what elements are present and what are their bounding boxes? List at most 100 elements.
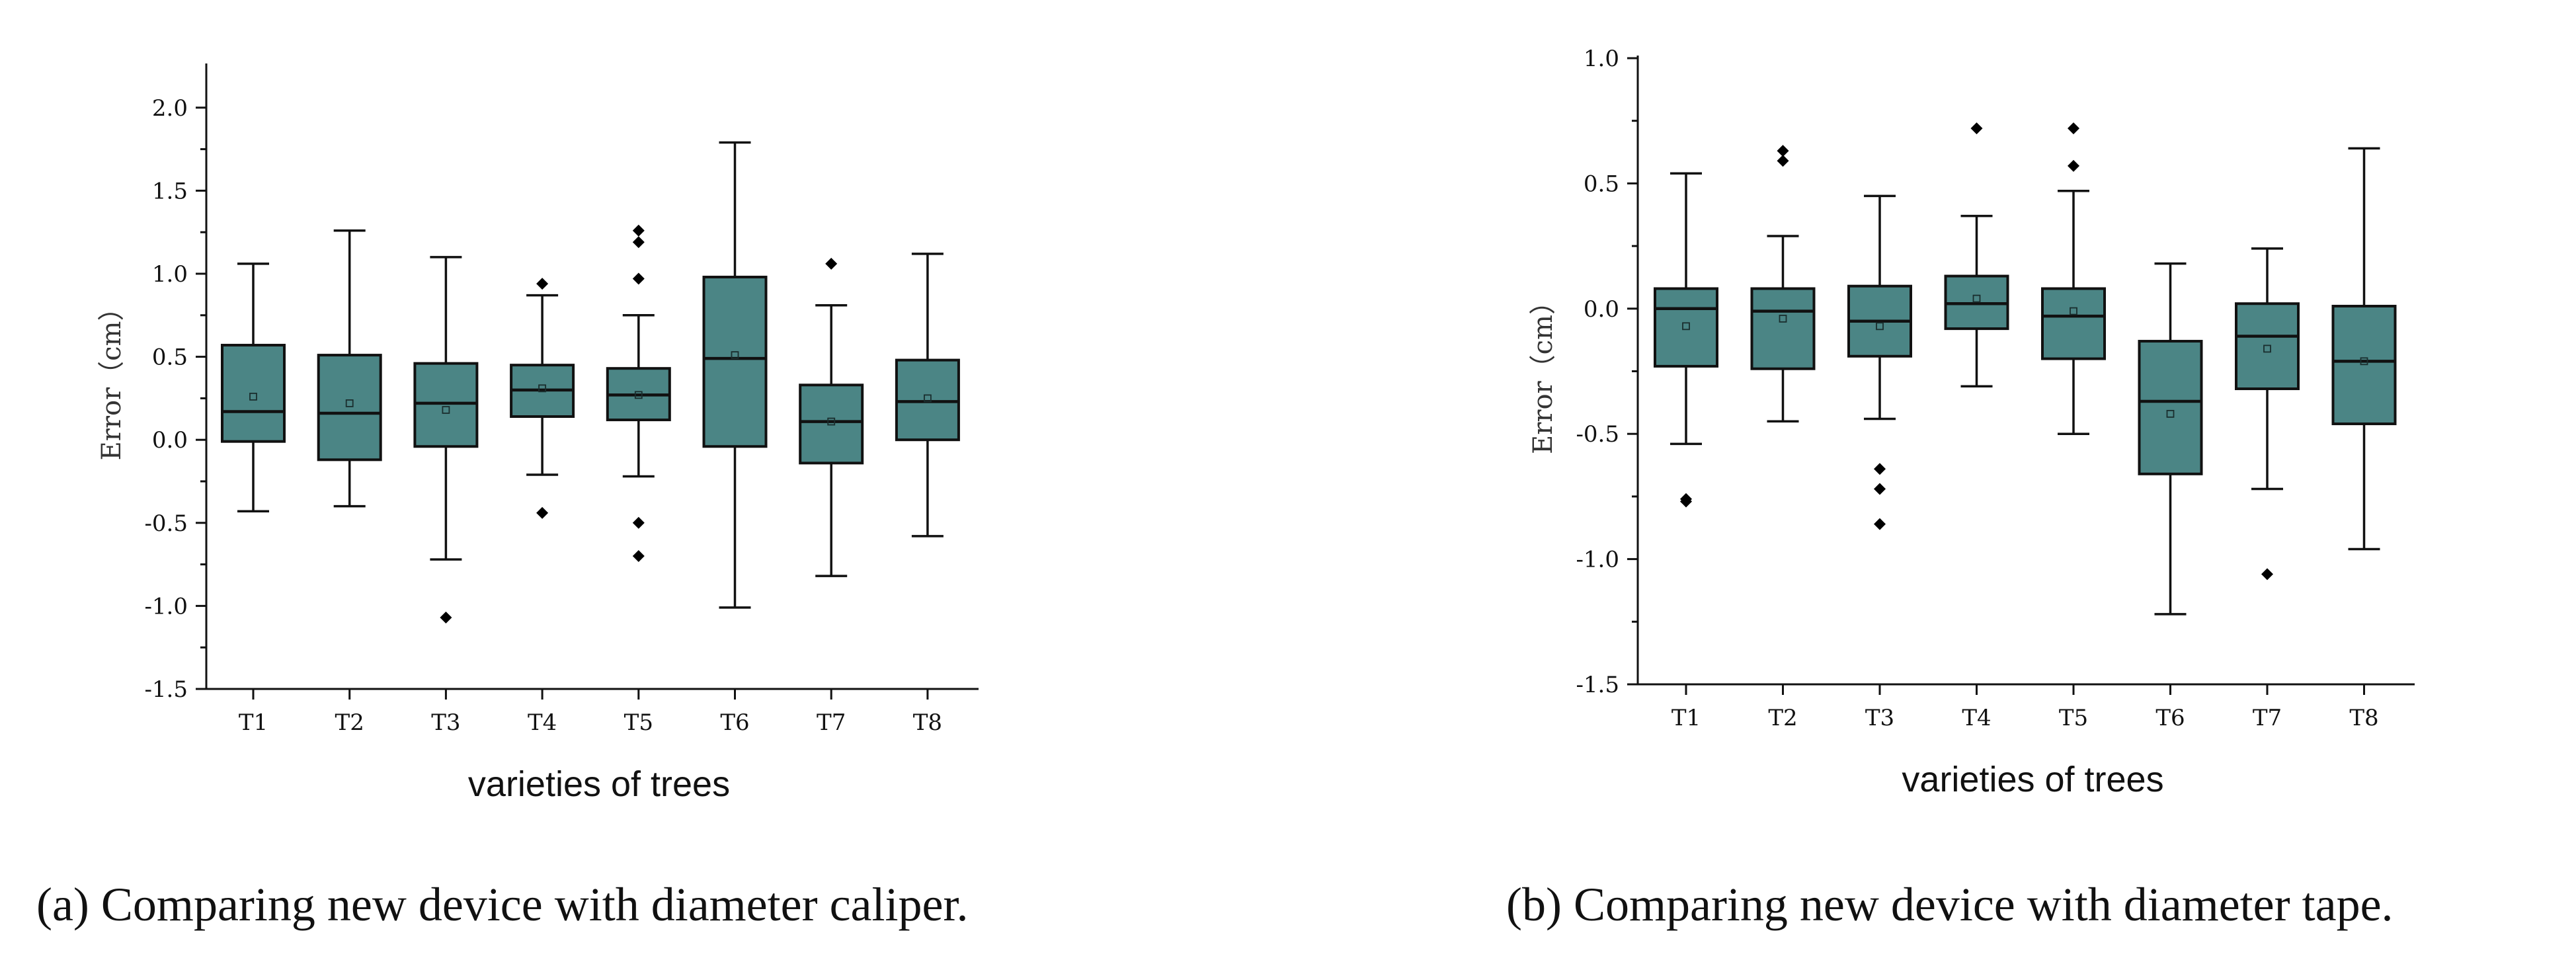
box-T5: T5 <box>606 224 671 736</box>
mean-marker <box>1972 294 1981 303</box>
box-T3: T3 <box>1847 194 1912 731</box>
box-T4: T4 <box>510 278 575 736</box>
y-tick-label: -1.0 <box>1576 547 1619 573</box>
x-tick-label: T1 <box>1671 705 1701 731</box>
mean-marker <box>249 392 257 401</box>
x-tick-label: T5 <box>2059 705 2088 731</box>
outlier-point <box>1874 483 1886 495</box>
box-T7: T7 <box>799 257 864 736</box>
x-tick-label: T6 <box>2155 705 2185 731</box>
caption-a: (a) Comparing new device with diameter c… <box>36 878 968 931</box>
outlier-point <box>2068 122 2079 135</box>
y-tick-label: -0.5 <box>1576 421 1619 448</box>
outlier-point <box>536 506 549 519</box>
mean-marker <box>345 399 354 407</box>
iqr-box <box>1654 287 1718 368</box>
mean-marker <box>924 394 932 403</box>
outlier-point <box>2068 159 2079 172</box>
y-tick-label: 0.0 <box>1584 296 1619 323</box>
y-tick-label: 0.5 <box>1584 171 1619 197</box>
iqr-box <box>799 383 864 465</box>
iqr-box <box>317 354 382 462</box>
y-axis-label: Error（cm） <box>97 295 127 461</box>
box-T6: T6 <box>2138 262 2203 731</box>
iqr-box <box>2041 287 2106 360</box>
box-T5: T5 <box>2041 122 2106 731</box>
mean-marker <box>538 384 546 393</box>
iqr-box <box>895 358 960 442</box>
x-tick-label: T7 <box>817 709 846 736</box>
outlier-point <box>632 550 645 563</box>
y-tick-label: 1.0 <box>152 261 188 288</box>
outlier-point <box>632 224 645 237</box>
mean-marker <box>1682 322 1690 331</box>
iqr-box <box>2138 340 2203 475</box>
x-tick-label: T5 <box>624 709 653 736</box>
outlier-point <box>1970 122 1983 135</box>
y-tick-label: 2.0 <box>152 95 188 122</box>
box-T1: T1 <box>221 262 286 736</box>
iqr-box <box>1750 287 1816 370</box>
mean-marker <box>1876 322 1884 331</box>
box-T2: T2 <box>1750 145 1816 731</box>
x-tick-label: T3 <box>1865 705 1894 731</box>
mean-marker <box>2166 409 2175 418</box>
x-tick-label: T3 <box>431 709 460 736</box>
y-tick-label: 0.5 <box>152 344 188 371</box>
x-tick-label: T4 <box>1962 705 1991 731</box>
outlier-point <box>1874 518 1886 530</box>
x-axis-label: varieties of trees <box>468 764 730 804</box>
chart-panel-b: -1.5 -1.0 -0.5 0.0 0.5 1.0 Error（cm） varieties … <box>1528 46 2415 799</box>
box-T6: T6 <box>702 141 768 736</box>
y-tick-label: 0.0 <box>152 427 188 454</box>
outlier-point <box>632 516 645 529</box>
box-T3: T3 <box>413 256 479 736</box>
x-tick-label: T8 <box>913 709 942 736</box>
mean-marker <box>2360 357 2368 366</box>
outlier-point <box>1874 463 1886 475</box>
outlier-point <box>632 236 645 249</box>
mean-marker <box>2070 307 2077 315</box>
y-tick-label: -1.5 <box>144 676 188 703</box>
caption-b: (b) Comparing new device with diameter t… <box>1506 878 2394 931</box>
iqr-box <box>702 276 768 448</box>
box-T1: T1 <box>1654 172 1718 731</box>
mean-marker <box>2263 344 2271 353</box>
mean-marker <box>634 391 643 399</box>
outlier-point <box>440 611 452 623</box>
chart-panel-a: -1.5 -1.0 -0.5 0.0 0.5 1.0 1.5 2.0 Error（cm） vari… <box>97 63 979 804</box>
box-T8: T8 <box>2331 147 2397 731</box>
x-tick-label: T7 <box>2253 705 2282 731</box>
box-T7: T7 <box>2235 247 2300 731</box>
outlier-point <box>1680 495 1692 508</box>
box-T8: T8 <box>895 253 960 736</box>
mean-marker <box>731 351 739 359</box>
y-tick-label: 1.5 <box>152 178 188 204</box>
x-tick-label: T1 <box>239 709 268 736</box>
iqr-box <box>413 362 479 448</box>
y-tick-label: 1.0 <box>1584 46 1619 72</box>
x-tick-label: T2 <box>1768 705 1797 731</box>
x-tick-label: T6 <box>720 709 749 736</box>
box-T4: T4 <box>1944 122 2009 731</box>
x-tick-label: T2 <box>335 709 364 736</box>
x-tick-label: T8 <box>2349 705 2378 731</box>
box-T2: T2 <box>317 229 382 736</box>
outlier-point <box>632 272 645 285</box>
outlier-point <box>825 257 838 270</box>
y-axis-label: Error（cm） <box>1528 288 1558 454</box>
outlier-point <box>1777 145 1789 157</box>
y-tick-label: -1.0 <box>144 593 188 620</box>
mean-marker <box>827 417 836 426</box>
x-axis-label: varieties of trees <box>1902 760 2163 799</box>
outlier-point <box>2261 568 2273 581</box>
mean-marker <box>1779 315 1787 323</box>
mean-marker <box>442 406 450 414</box>
iqr-box <box>2235 302 2300 391</box>
outlier-point <box>1777 155 1789 167</box>
y-tick-label: -0.5 <box>144 510 188 537</box>
outlier-point <box>536 278 549 290</box>
y-tick-label: -1.5 <box>1576 672 1619 698</box>
x-tick-label: T4 <box>528 709 557 736</box>
